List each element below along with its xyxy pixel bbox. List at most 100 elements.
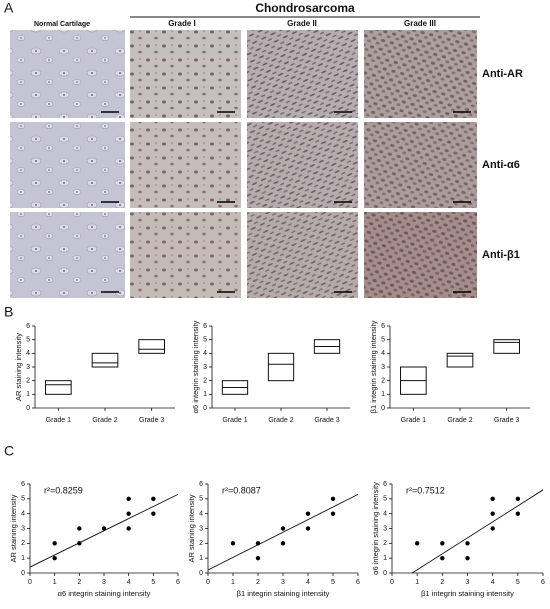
y-axis-label: α6 integrin staining intensity <box>371 482 380 575</box>
point <box>465 541 470 546</box>
y-tick-label: 5 <box>203 337 207 344</box>
x-tick-label: Grade 3 <box>314 417 339 424</box>
x-tick-label: 4 <box>127 579 131 586</box>
micrograph <box>364 212 477 298</box>
x-tick-label: 4 <box>491 579 495 586</box>
x-tick-label: 2 <box>256 579 260 586</box>
column-header: Grade III <box>404 19 436 28</box>
micrograph <box>130 122 241 208</box>
point <box>280 526 286 531</box>
box <box>267 352 295 382</box>
micrograph <box>10 212 125 298</box>
y-tick-label: 0 <box>199 570 203 577</box>
y-tick-label: 1 <box>381 391 385 398</box>
y-tick-label: 5 <box>383 496 387 503</box>
micrograph-tint <box>130 212 241 298</box>
x-tick-label: Grade 3 <box>494 417 519 424</box>
point <box>465 555 470 561</box>
y-axis-label: AR staining intensity <box>14 333 23 401</box>
x-tick-label: 5 <box>331 579 335 586</box>
x-tick-label: 0 <box>206 579 210 586</box>
box <box>493 339 521 354</box>
point <box>280 541 286 546</box>
y-tick-label: 5 <box>381 337 385 344</box>
micrograph-tint <box>130 30 241 118</box>
x-axis-label: α6 integrin staining intensity <box>58 589 151 598</box>
box <box>91 352 119 368</box>
y-tick-label: 2 <box>203 378 207 385</box>
column-header: Grade II <box>287 19 317 28</box>
panel-label: B <box>4 304 13 320</box>
x-tick-label: Grade 2 <box>268 417 293 424</box>
point <box>151 496 156 502</box>
y-tick-label: 2 <box>26 378 30 385</box>
y-axis-label: β1 integrin staining intensity <box>369 320 378 413</box>
y-tick-label: 6 <box>381 323 385 330</box>
y-axis-label: AR staining intensity <box>187 494 196 562</box>
x-tick-label: Grade 1 <box>222 417 247 424</box>
fit-line <box>29 493 179 568</box>
y-tick-label: 2 <box>199 540 203 547</box>
y-tick-label: 1 <box>21 555 25 562</box>
y-tick-label: 4 <box>26 350 30 357</box>
annotation: r²=0.8087 <box>222 485 261 495</box>
y-tick-label: 1 <box>26 391 30 398</box>
point <box>440 541 445 546</box>
x-tick-label: 2 <box>440 579 444 586</box>
row-label: Anti-AR <box>482 68 523 80</box>
y-tick-label: 0 <box>383 570 387 577</box>
point <box>305 526 311 531</box>
panel-label: C <box>4 443 14 459</box>
y-tick-label: 3 <box>383 525 387 532</box>
x-tick-label: 5 <box>516 579 520 586</box>
point <box>101 526 107 531</box>
point <box>305 511 311 516</box>
x-tick-label: 6 <box>541 579 545 586</box>
micrograph-tint <box>247 122 358 208</box>
y-tick-label: 6 <box>21 481 25 488</box>
point <box>52 541 57 546</box>
point <box>126 526 131 531</box>
y-tick-label: 3 <box>381 364 385 371</box>
x-tick-label: 1 <box>231 579 235 586</box>
point <box>515 511 521 516</box>
column-header: Grade I <box>168 19 196 28</box>
x-tick-label: Grade 2 <box>92 417 117 424</box>
y-tick-label: 5 <box>199 496 203 503</box>
micrograph-tint <box>247 30 358 118</box>
x-tick-label: 6 <box>356 579 360 586</box>
point <box>414 541 420 546</box>
y-tick-label: 0 <box>203 405 207 412</box>
fit-line <box>207 493 359 571</box>
x-tick-label: Grade 1 <box>46 417 71 424</box>
point <box>490 526 495 531</box>
point <box>440 555 445 561</box>
point <box>330 511 336 516</box>
y-tick-label: 1 <box>383 555 387 562</box>
y-tick-label: 6 <box>26 323 30 330</box>
micrograph <box>247 30 358 118</box>
micrograph-tint <box>130 122 241 208</box>
micrograph-tint <box>364 122 477 208</box>
panel-label: A <box>4 0 14 16</box>
micrograph <box>247 122 358 208</box>
y-tick-label: 0 <box>21 570 25 577</box>
y-tick-label: 0 <box>26 405 30 412</box>
point <box>126 496 131 502</box>
column-header: Normal Cartilage <box>34 21 90 28</box>
x-tick-label: 3 <box>102 579 106 586</box>
annotation: r²=0.8259 <box>44 485 83 495</box>
fit-line <box>411 489 544 574</box>
x-axis-label: β1 integrin staining intensity <box>237 589 330 598</box>
point <box>52 555 57 561</box>
y-tick-label: 1 <box>203 391 207 398</box>
row-label: Anti-α6 <box>482 159 520 171</box>
micrograph-tint <box>364 212 477 298</box>
annotation: r²=0.7512 <box>406 485 445 495</box>
y-axis-label: AR staining intensity <box>9 494 18 562</box>
point <box>126 511 131 516</box>
group-header: Chondrosarcoma <box>255 1 355 15</box>
point <box>490 511 495 516</box>
micrograph <box>10 30 125 118</box>
y-tick-label: 6 <box>199 481 203 488</box>
